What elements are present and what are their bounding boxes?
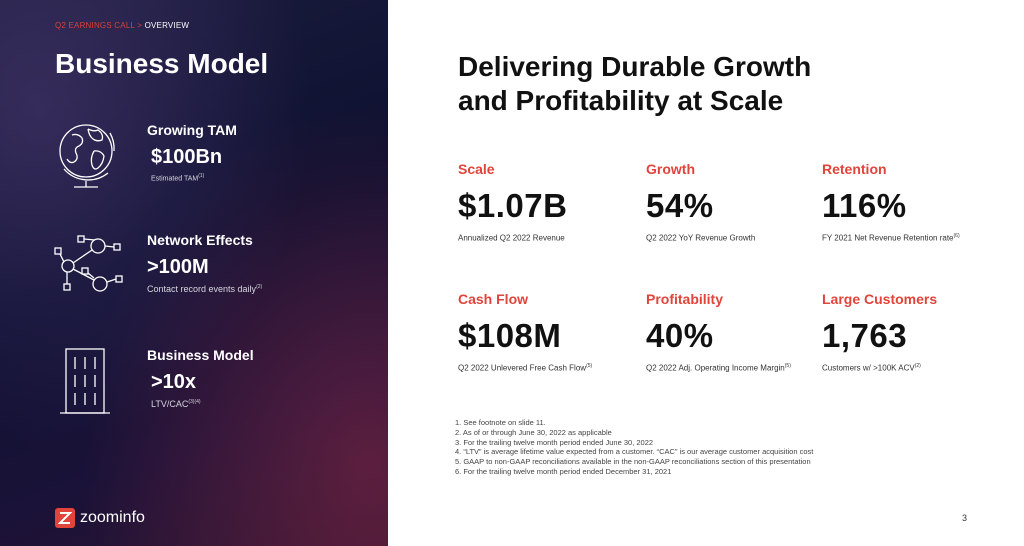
footnote: 4. “LTV” is average lifetime value expec… <box>455 447 814 457</box>
metric-desc: Q2 2022 Adj. Operating Income Margin(5) <box>646 363 791 373</box>
footnote: 1. See footnote on slide 11. <box>455 418 546 427</box>
metric-label: Growth <box>646 161 695 177</box>
breadcrumb-section: Q2 EARNINGS CALL <box>55 21 135 30</box>
feature-growing-tam: Growing TAM $100Bn Estimated TAM(1) <box>147 122 237 182</box>
metric-profitability: Profitability 40% Q2 2022 Adj. Operating… <box>646 291 791 373</box>
breadcrumb-separator: > <box>137 21 143 30</box>
feature-value: >100M <box>147 256 209 278</box>
metric-desc: Customers w/ >100K ACV(2) <box>822 363 921 373</box>
metric-cash-flow: Cash Flow $108M Q2 2022 Unlevered Free C… <box>458 291 592 373</box>
feature-sub: Estimated TAM(1) <box>151 173 205 183</box>
breadcrumb-page: OVERVIEW <box>144 21 190 30</box>
metric-desc: FY 2021 Net Revenue Retention rate(6) <box>822 233 960 243</box>
footnotes: 1. See footnote on slide 11. 2. As of or… <box>455 418 813 477</box>
metric-desc: Q2 2022 Unlevered Free Cash Flow(5) <box>458 363 593 373</box>
network-icon <box>54 235 123 292</box>
metric-value: $1.07B <box>458 187 568 224</box>
zoominfo-logo: zoominfo <box>55 508 145 528</box>
feature-value: >10x <box>151 371 197 393</box>
metric-label: Cash Flow <box>458 291 529 307</box>
metric-growth: Growth 54% Q2 2022 YoY Revenue Growth <box>646 161 755 243</box>
footnote: 5. GAAP to non-GAAP reconciliations avai… <box>455 457 811 467</box>
logo-word: zoominfo <box>80 509 145 526</box>
left-panel: Q2 EARNINGS CALL > OVERVIEW Business Mod… <box>0 0 388 546</box>
metric-desc: Annualized Q2 2022 Revenue <box>458 233 565 243</box>
footnote: 6. For the trailing twelve month period … <box>455 466 672 476</box>
metric-label: Profitability <box>646 291 724 307</box>
metric-value: 54% <box>646 187 714 224</box>
feature-sub: LTV/CAC(3)(4) <box>151 399 201 409</box>
metric-large-customers: Large Customers 1,763 Customers w/ >100K… <box>822 291 937 373</box>
feature-label: Network Effects <box>147 232 253 248</box>
metric-label: Retention <box>822 161 887 177</box>
metric-retention: Retention 116% FY 2021 Net Revenue Reten… <box>822 161 960 243</box>
feature-sub: Contact record events daily(2) <box>147 284 263 294</box>
feature-network-effects: Network Effects >100M Contact record eve… <box>147 232 262 294</box>
metric-desc: Q2 2022 YoY Revenue Growth <box>646 233 756 243</box>
footnote: 3. For the trailing twelve month period … <box>455 437 654 447</box>
metric-scale: Scale $1.07B Annualized Q2 2022 Revenue <box>458 161 567 243</box>
metric-label: Scale <box>458 161 495 177</box>
left-title: Business Model <box>55 48 269 79</box>
metric-value: 40% <box>646 317 714 354</box>
feature-label: Growing TAM <box>147 122 237 138</box>
page-title: Delivering Durable Growth and Profitabil… <box>458 51 812 116</box>
building-icon <box>60 348 110 414</box>
zoominfo-logo-icon <box>55 508 75 528</box>
breadcrumb: Q2 EARNINGS CALL > OVERVIEW <box>55 21 189 30</box>
metric-value: 116% <box>822 187 907 224</box>
page-number: 3 <box>962 513 968 523</box>
metric-label: Large Customers <box>822 291 938 307</box>
feature-value: $100Bn <box>151 146 223 168</box>
footnote: 2. As of or through June 30, 2022 as app… <box>455 427 612 437</box>
feature-business-model: Business Model >10x LTV/CAC(3)(4) <box>147 347 254 409</box>
metric-value: 1,763 <box>822 317 908 354</box>
globe-icon <box>59 124 115 188</box>
metric-value: $108M <box>458 317 562 354</box>
feature-label: Business Model <box>147 347 254 363</box>
